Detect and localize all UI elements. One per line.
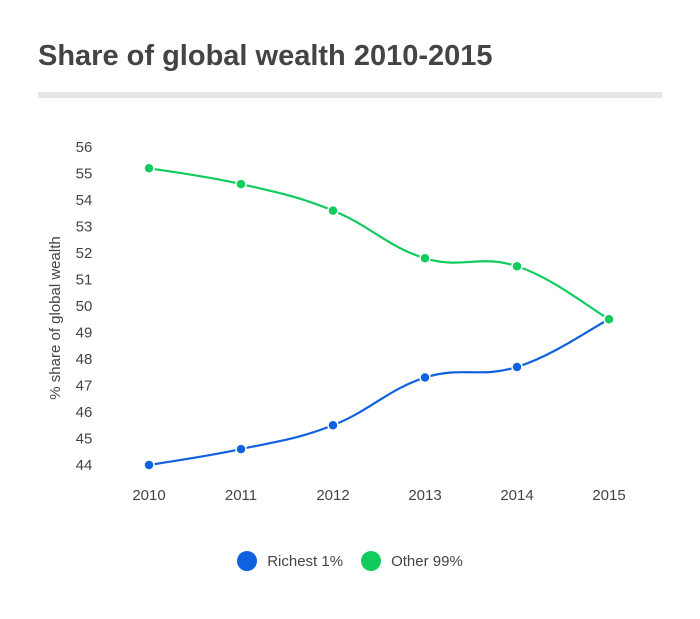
x-tick-label: 2012 — [316, 487, 349, 504]
data-point[interactable] — [235, 178, 247, 190]
series-line — [148, 167, 610, 321]
x-tick-label: 2013 — [408, 487, 441, 504]
title-divider — [38, 92, 662, 98]
y-tick-label: 45 — [76, 431, 93, 448]
legend: Richest 1% Other 99% — [0, 551, 700, 571]
legend-label: Other 99% — [391, 552, 463, 570]
y-tick-label: 54 — [76, 192, 93, 209]
y-tick-label: 46 — [76, 404, 93, 421]
legend-item[interactable]: Other 99% — [361, 551, 463, 571]
y-axis-label: % share of global wealth — [47, 236, 64, 399]
series-line — [148, 318, 610, 467]
data-point[interactable] — [419, 371, 431, 384]
data-point[interactable] — [235, 443, 247, 455]
data-point[interactable] — [143, 459, 155, 471]
legend-item[interactable]: Richest 1% — [237, 551, 343, 571]
legend-label: Richest 1% — [267, 552, 344, 570]
data-point[interactable] — [511, 361, 523, 373]
y-tick-label: 56 — [76, 139, 93, 156]
legend-swatch — [361, 551, 382, 571]
chart-title: Share of global wealth 2010-2015 — [38, 40, 493, 72]
y-tick-label: 50 — [76, 298, 93, 315]
x-tick-label: 2014 — [500, 487, 533, 504]
data-point[interactable] — [603, 313, 615, 325]
x-tick-label: 2015 — [592, 487, 625, 504]
y-tick-label: 44 — [76, 457, 93, 474]
y-tick-label: 47 — [76, 378, 93, 395]
data-point[interactable] — [511, 260, 523, 272]
y-tick-label: 55 — [76, 166, 93, 183]
y-tick-label: 53 — [76, 219, 93, 236]
data-point[interactable] — [419, 252, 431, 265]
data-point[interactable] — [327, 419, 339, 431]
x-tick-label: 2011 — [225, 487, 257, 504]
data-point[interactable] — [327, 204, 339, 217]
y-tick-label: 49 — [76, 325, 93, 342]
data-point[interactable] — [143, 162, 155, 174]
y-tick-label: 48 — [76, 351, 93, 368]
y-tick-label: 52 — [76, 245, 93, 262]
y-tick-label: 51 — [76, 272, 93, 289]
legend-swatch — [237, 551, 258, 571]
x-tick-label: 2010 — [132, 487, 165, 504]
